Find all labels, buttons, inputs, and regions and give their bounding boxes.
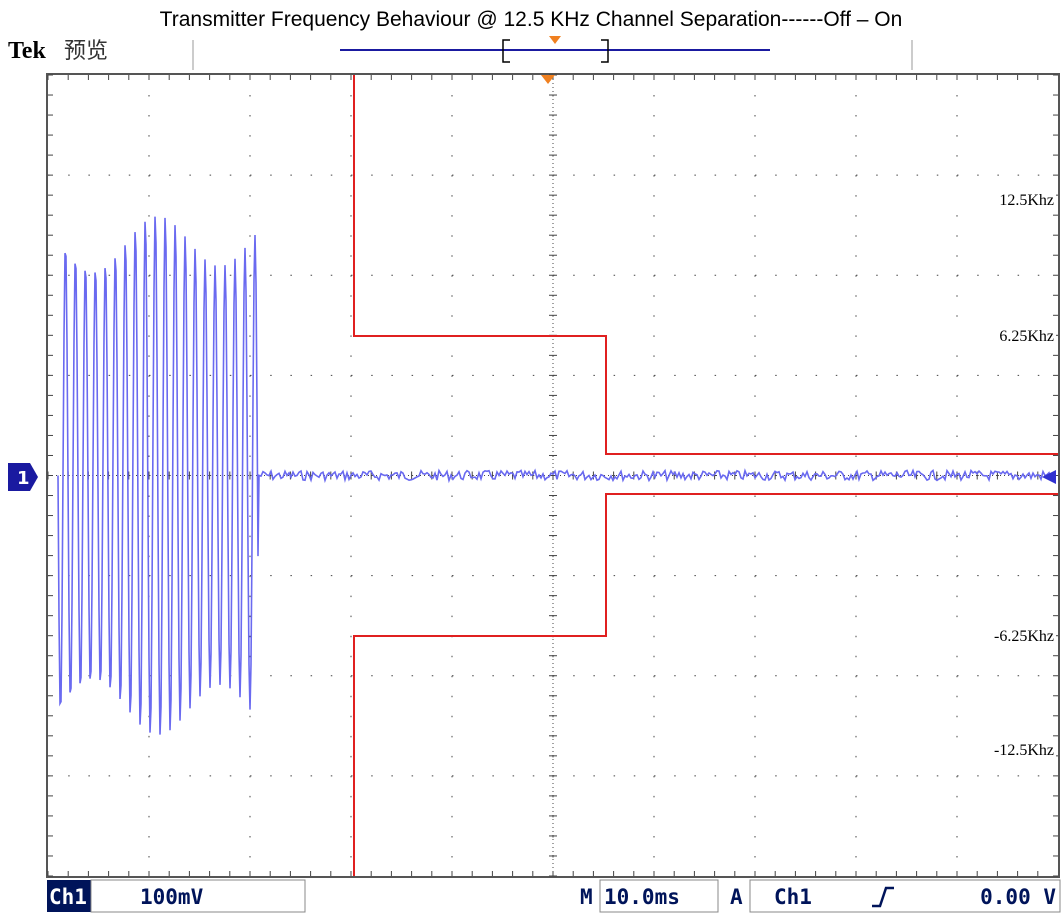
status-trigger-level: 0.00 V [980,885,1056,909]
oscilloscope-screen: Transmitter Frequency Behaviour @ 12.5 K… [0,0,1064,924]
mask-label: -12.5Khz [994,742,1054,759]
title: Transmitter Frequency Behaviour @ 12.5 K… [160,8,903,31]
mask-label: 12.5Khz [999,192,1054,209]
brand: Tek [8,38,46,64]
status-trigger-source: Ch1 [774,885,812,909]
status-timebase: 10.0ms [604,885,680,909]
mode: 预览 [64,39,108,64]
status-time-prefix: M [580,885,593,909]
status-scale: 100mV [140,885,204,909]
mask-label: -6.25Khz [994,628,1054,645]
trigger-pos-marker [549,36,561,44]
mask-label: 6.25Khz [999,328,1054,345]
status-trigger-prefix: A [730,885,743,909]
channel-marker-text: 1 [17,468,30,489]
status-channel: Ch1 [49,885,87,909]
